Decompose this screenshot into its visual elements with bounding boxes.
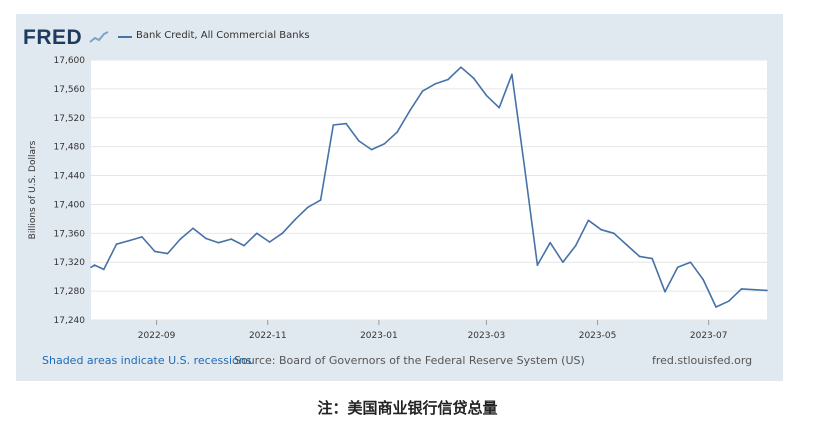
data-point — [676, 266, 679, 269]
data-point — [268, 241, 271, 243]
data-point — [753, 288, 755, 291]
data-point — [409, 109, 411, 112]
data-point — [192, 227, 194, 230]
data-point — [574, 244, 577, 247]
y-tick-label: 17,320 — [54, 258, 86, 268]
data-point — [205, 237, 207, 240]
data-point — [166, 252, 169, 255]
x-axis-ticks: 2022-09 2022-11 2023-01 2023-03 2023-05 2023-… — [138, 320, 728, 341]
data-point — [243, 244, 245, 247]
data-point — [434, 83, 437, 85]
data-point — [587, 219, 590, 222]
data-point — [523, 167, 526, 170]
data-point — [294, 218, 296, 221]
y-tick-label: 17,600 — [54, 56, 86, 66]
data-point — [383, 143, 386, 145]
site-link[interactable]: fred.stlouisfed.org — [652, 354, 753, 367]
caption: 注：美国商业银行信贷总量 — [317, 399, 498, 417]
data-point — [511, 73, 513, 76]
y-tick-label: 17,440 — [54, 172, 86, 182]
data-point — [179, 238, 182, 240]
data-point — [625, 244, 628, 246]
data-point — [727, 300, 730, 303]
data-point — [90, 266, 92, 269]
x-tick-label: 2023-05 — [579, 331, 617, 341]
data-point — [345, 122, 347, 125]
data-point — [766, 289, 768, 292]
series-group — [90, 66, 768, 308]
data-point — [485, 94, 488, 97]
x-tick-label: 2022-11 — [249, 331, 287, 341]
data-point — [536, 264, 539, 266]
data-point — [154, 250, 156, 253]
data-point — [472, 77, 475, 79]
data-point — [715, 306, 717, 308]
data-point — [447, 78, 449, 81]
fred-logo[interactable]: FRED — [23, 26, 83, 49]
data-point — [307, 206, 309, 209]
y-axis-label: Billions of U.S. Dollars — [28, 140, 38, 239]
data-point — [549, 241, 551, 244]
data-point — [600, 228, 602, 231]
data-point — [230, 238, 233, 240]
line-chart: 17,240 17,280 17,320 17,360 17,400 17,440 17,4… — [28, 56, 768, 341]
y-tick-label: 17,480 — [54, 143, 86, 153]
data-point — [689, 261, 692, 263]
x-tick-label: 2023-03 — [468, 331, 506, 341]
data-point — [460, 66, 462, 68]
data-point — [562, 261, 564, 263]
data-point — [638, 255, 641, 258]
x-tick-label: 2023-01 — [360, 331, 398, 341]
data-point — [396, 131, 398, 133]
data-point — [421, 90, 424, 92]
chart-panel: FRED Bank Credit, All Commercial Banks S… — [16, 14, 783, 381]
y-tick-label: 17,360 — [54, 229, 86, 239]
plot-area — [91, 60, 767, 320]
data-point — [93, 264, 96, 266]
x-tick-label: 2022-09 — [138, 331, 176, 341]
data-point — [702, 278, 704, 281]
data-point — [115, 243, 118, 245]
data-point — [141, 236, 143, 238]
data-point — [613, 232, 615, 235]
y-tick-label: 17,400 — [54, 200, 86, 210]
legend-line-swatch — [118, 36, 132, 38]
trend-graph-icon — [89, 30, 109, 44]
data-point — [740, 288, 743, 290]
y-tick-label: 17,240 — [54, 316, 86, 326]
y-tick-label: 17,280 — [54, 287, 86, 297]
y-tick-label: 17,520 — [54, 114, 86, 124]
data-point — [281, 232, 284, 235]
data-point — [256, 232, 258, 235]
x-tick-label: 2023-07 — [690, 331, 728, 341]
source-text: Source: Board of Governors of the Federa… — [234, 354, 585, 367]
data-point — [651, 257, 653, 260]
recessions-link[interactable]: Shaded areas indicate U.S. recessions — [42, 354, 252, 367]
data-point — [498, 106, 501, 109]
data-point — [217, 241, 220, 244]
data-point — [358, 140, 360, 142]
data-point — [319, 199, 322, 201]
legend-label: Bank Credit, All Commercial Banks — [136, 30, 310, 41]
data-point — [103, 268, 105, 271]
data-point — [664, 291, 666, 293]
data-point — [332, 124, 335, 126]
y-tick-label: 17,560 — [54, 85, 86, 95]
y-axis-ticks: 17,240 17,280 17,320 17,360 17,400 17,440 17,4… — [54, 56, 86, 326]
data-point — [370, 148, 373, 151]
data-point — [128, 239, 131, 242]
